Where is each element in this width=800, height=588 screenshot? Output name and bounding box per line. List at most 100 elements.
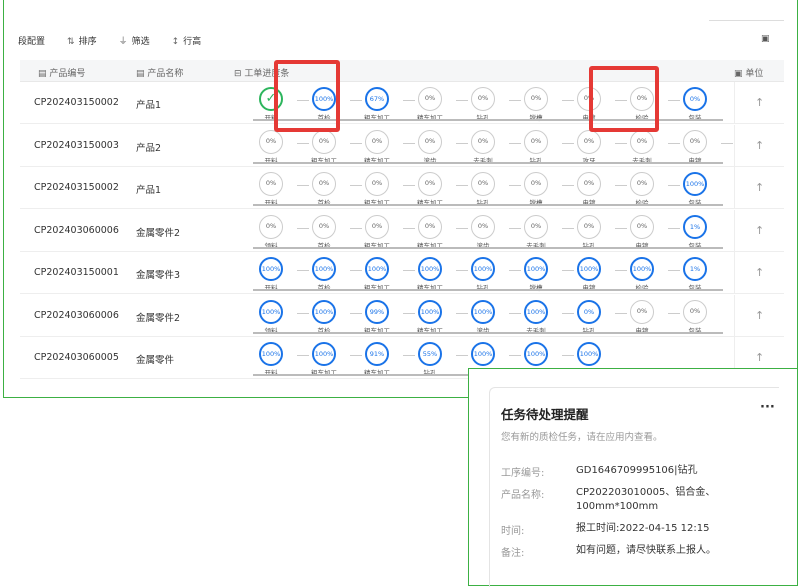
process-step[interactable]: 100% 开料	[251, 342, 291, 377]
step-connector	[509, 227, 521, 229]
col-product-name[interactable]: ▤ 产品名称	[136, 69, 184, 79]
table-row[interactable]: CP202403060006 金属零件2 0% 领料 0% 首检 0% 粗车加工 0% 精车加工…	[20, 209, 784, 252]
progress-circle: 100%	[630, 257, 654, 281]
process-step[interactable]: 0% 电镀	[622, 299, 662, 335]
process-step[interactable]: 0% 粗车加工	[357, 172, 397, 207]
process-step[interactable]: 0% 钻孔	[463, 87, 503, 122]
progress-circle: 100%	[524, 257, 548, 281]
process-step[interactable]: 100% 精车加工	[410, 257, 450, 292]
process-step[interactable]: 100% 粗车加工	[357, 257, 397, 292]
progress-circle: 1%	[683, 257, 707, 281]
process-step[interactable]: 0% 去毛刺	[516, 214, 556, 250]
arrow-up-icon[interactable]: ↑	[755, 308, 765, 322]
progress-circle: 0%	[577, 129, 601, 154]
process-step[interactable]: 100% 滚齿	[463, 299, 503, 335]
process-step[interactable]: 0% 检验	[622, 172, 662, 207]
step-label: 镗槽	[529, 199, 543, 207]
process-step[interactable]: 0% 包装	[675, 87, 715, 122]
arrow-up-icon[interactable]: ↑	[755, 96, 765, 109]
process-step[interactable]: 0% 钻孔	[569, 299, 609, 335]
process-step[interactable]: 0% 镗槽	[516, 172, 556, 207]
process-step[interactable]: 0% 钻孔	[569, 214, 609, 250]
process-step[interactable]: 0% 精车加工	[410, 87, 450, 122]
progress-circle: 100%	[365, 257, 389, 281]
process-step[interactable]: 91% 精车加工	[357, 342, 397, 377]
process-step[interactable]: 0% 去毛刺	[622, 129, 662, 165]
process-step[interactable]: 0% 首检	[304, 214, 344, 250]
process-step[interactable]: 0% 首检	[304, 172, 344, 207]
process-step[interactable]: 0% 电镀	[569, 172, 609, 207]
col-process[interactable]: ⊟ 工单进度条	[234, 69, 290, 79]
process-step[interactable]: 100%	[569, 342, 609, 367]
process-step[interactable]: 100% 首检	[304, 299, 344, 335]
table-row[interactable]: CP202403150002 产品1 ✓ 开料 100% 首检 67% 粗车加工 0% 精车加工…	[20, 82, 784, 124]
process-step[interactable]: 100% 开料	[251, 257, 291, 292]
process-step[interactable]: 100% 首检	[304, 257, 344, 292]
process-step[interactable]: 0% 镗槽	[516, 87, 556, 122]
process-step[interactable]: 1% 包装	[675, 214, 715, 250]
col-product-code[interactable]: ▤ 产品编号	[38, 69, 86, 79]
process-step[interactable]: 99% 粗车加工	[357, 299, 397, 335]
step-label: 钻孔	[529, 156, 543, 165]
table-row[interactable]: CP202403060006 金属零件2 100% 领料 100% 首检 99% 粗车加工 1…	[20, 294, 784, 337]
progress-circle: 100%	[312, 87, 336, 111]
step-label: 钻孔	[582, 326, 596, 335]
table-row[interactable]: CP202403150002 产品1 0% 开料 0% 首检 0% 粗车加工 0% 精车加工 0%…	[20, 167, 784, 209]
process-step[interactable]: 67% 粗车加工	[357, 87, 397, 122]
arrow-up-icon[interactable]: ↑	[755, 266, 765, 279]
step-label: 领料	[264, 241, 278, 250]
step-connector	[403, 227, 415, 229]
process-step[interactable]: 100% 镗槽	[516, 257, 556, 292]
sort-button[interactable]: ⇅ 排序	[67, 37, 97, 47]
process-step[interactable]: ✓ 开料	[251, 87, 291, 122]
row-height-button[interactable]: ↕ 行高	[171, 37, 202, 47]
process-step[interactable]: 100% 精车加工	[410, 299, 450, 335]
col-unit[interactable]: ▣ 单位	[734, 69, 764, 79]
process-step[interactable]: 0% 滚齿	[410, 129, 450, 165]
filter-button[interactable]: ⏚ 筛选	[118, 37, 150, 47]
process-step[interactable]: 100% 电镀	[569, 257, 609, 292]
process-step[interactable]: 100%包装	[675, 172, 715, 207]
view-icon[interactable]: ▣	[761, 34, 770, 44]
process-step[interactable]: 100%	[516, 342, 556, 367]
process-step[interactable]: 0% 电镀	[622, 214, 662, 250]
step-label: 钻孔	[476, 199, 490, 207]
table-row[interactable]: CP202403150001 金属零件3 100% 开料 100% 首检 100% 粗车加工…	[20, 252, 784, 294]
process-step[interactable]: 0% 开料	[251, 129, 291, 165]
process-step[interactable]: 0% 包装	[675, 299, 715, 335]
process-step[interactable]: 0% 检验	[622, 87, 662, 122]
process-step[interactable]: 100% 钻孔	[463, 257, 503, 292]
arrow-up-icon[interactable]: ↑	[755, 223, 765, 237]
more-icon[interactable]: ···	[760, 400, 775, 415]
arrow-up-icon[interactable]: ↑	[755, 138, 765, 152]
arrow-up-icon[interactable]: ↑	[755, 181, 765, 194]
process-step[interactable]: 100% 领料	[251, 299, 291, 335]
process-step[interactable]: 1% 包装	[675, 257, 715, 292]
process-step[interactable]: 0% 粗车加工	[304, 129, 344, 165]
notification-card[interactable]: 任务待处理提醒 ··· 您有新的质检任务，请在应用内查看。 工序编号: GD164…	[489, 387, 779, 587]
progress-circle: 0%	[471, 214, 495, 239]
process-step[interactable]: 0% 攻牙	[569, 129, 609, 165]
process-step[interactable]: 0% 钻孔	[516, 129, 556, 165]
step-label: 镗槽	[529, 114, 543, 122]
process-step[interactable]: 100% 首检	[304, 87, 344, 122]
process-step[interactable]: 0% 滚齿	[463, 214, 503, 250]
progress-circle: 0%	[418, 172, 442, 196]
process-step[interactable]: 0% 钻孔	[463, 172, 503, 207]
field-config-button[interactable]: 段配置	[18, 37, 46, 47]
process-step[interactable]: 100% 检验	[622, 257, 662, 292]
process-step[interactable]: 0% 开料	[251, 172, 291, 207]
process-step[interactable]: 100% 去毛刺	[516, 299, 556, 335]
table-row[interactable]: CP202403150003 产品2 0% 开料 0% 粗车加工 0% 精车加工 0% 滚齿 0%…	[20, 124, 784, 167]
process-step[interactable]: 100%包装	[728, 130, 734, 165]
process-step[interactable]: 0% 电镀	[675, 129, 715, 165]
process-step[interactable]: 0% 领料	[251, 214, 291, 250]
process-step[interactable]: 0% 精车加工	[410, 172, 450, 207]
process-step[interactable]: 100% 粗车加工	[304, 342, 344, 377]
arrow-up-icon[interactable]: ↑	[755, 351, 765, 364]
process-step[interactable]: 0% 精车加工	[357, 129, 397, 165]
process-step[interactable]: 0% 精车加工	[410, 214, 450, 250]
process-step[interactable]: 0% 去毛刺	[463, 129, 503, 165]
process-step[interactable]: 0% 粗车加工	[357, 214, 397, 250]
process-step[interactable]: 55% 钻孔	[410, 342, 450, 377]
